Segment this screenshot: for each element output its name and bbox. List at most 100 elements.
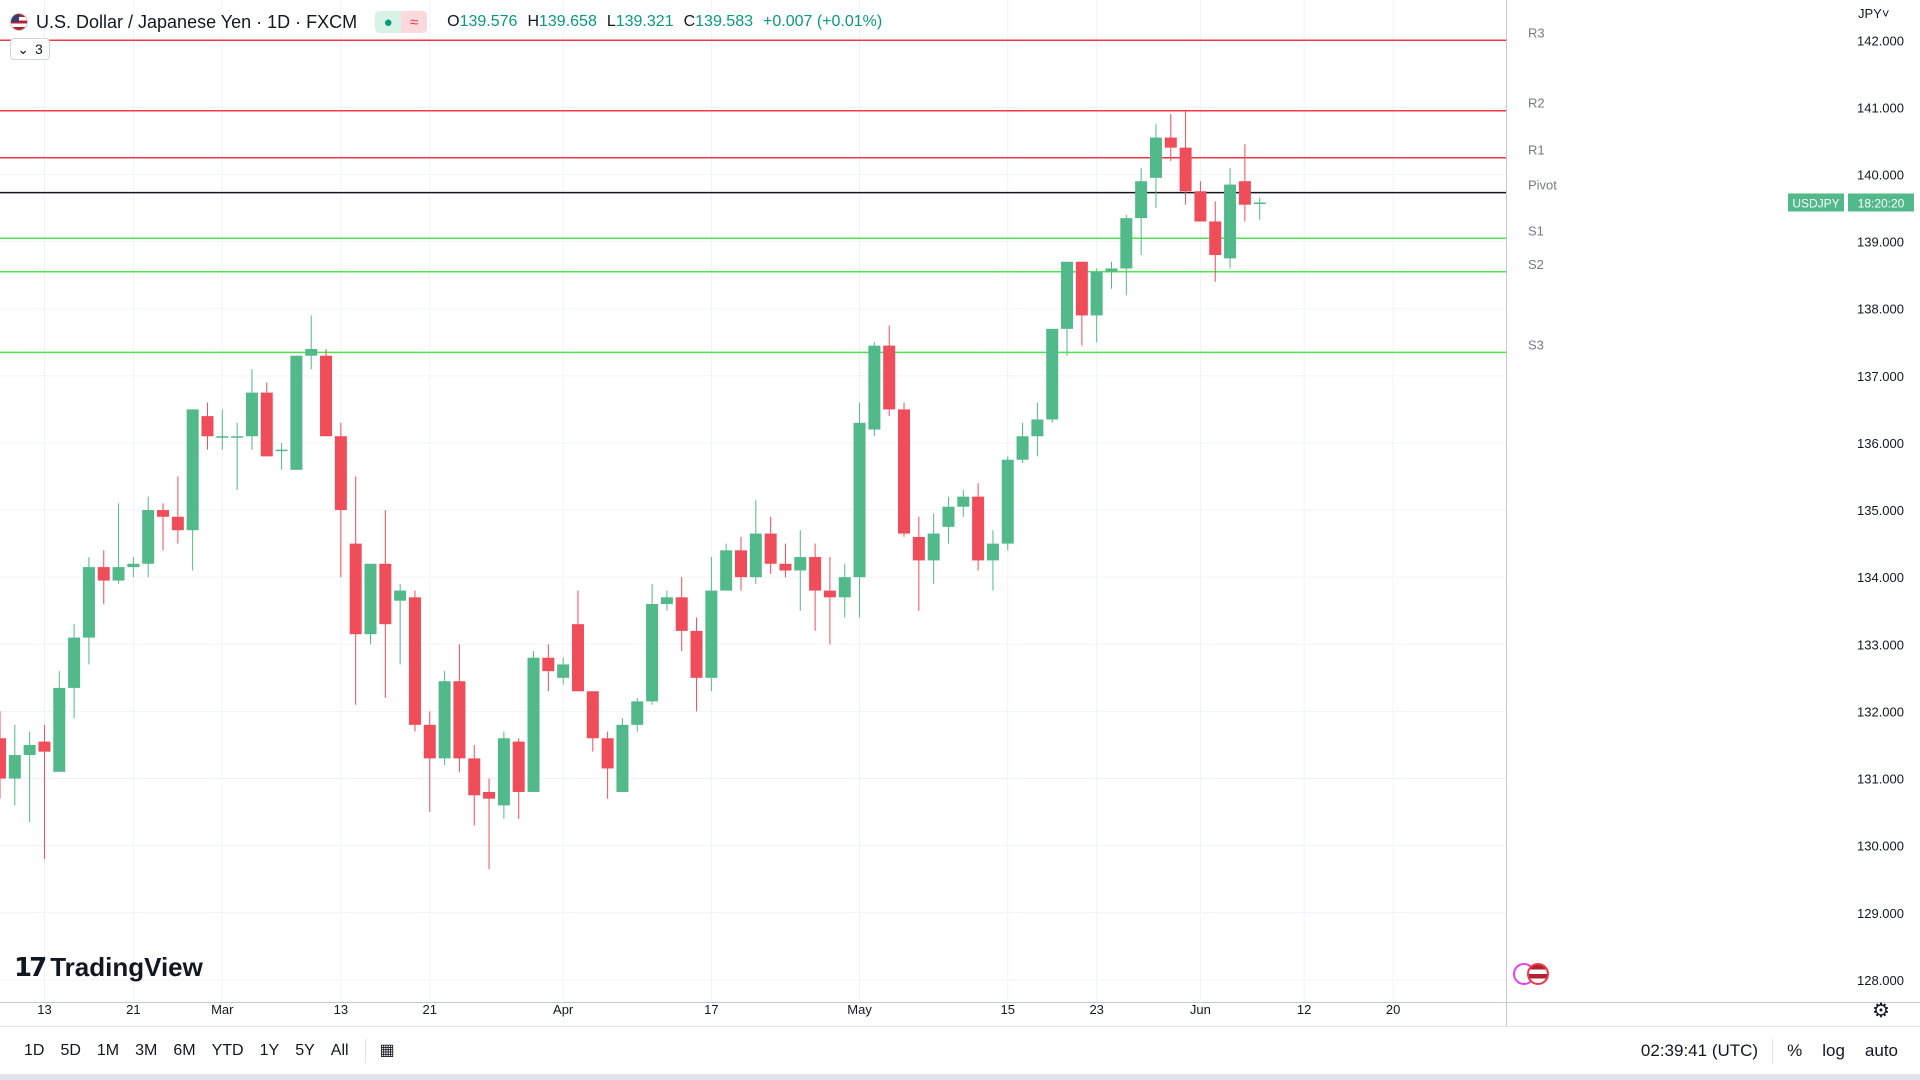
candle-body — [260, 392, 273, 457]
us-event-icon[interactable] — [1527, 963, 1549, 985]
chart-settings-gear-icon[interactable]: ⚙ — [1872, 1000, 1890, 1022]
candle-body — [986, 543, 999, 561]
candle-body — [82, 567, 95, 638]
auto-scale-toggle[interactable]: auto — [1864, 1041, 1898, 1060]
pivot-level-label: S1 — [1528, 223, 1544, 238]
time-tick-label: 15 — [1001, 1002, 1015, 1017]
time-tick-label: Apr — [553, 1002, 574, 1017]
candle-body — [408, 597, 421, 725]
close-value: 139.583 — [695, 13, 753, 30]
log-scale-toggle[interactable]: log — [1822, 1041, 1845, 1060]
candle-body — [616, 724, 629, 792]
pivot-level-label: R1 — [1528, 143, 1545, 158]
candle-body — [497, 738, 510, 806]
candle-body — [8, 755, 21, 779]
pivot-level-label: S2 — [1528, 257, 1544, 272]
candle-body — [838, 577, 851, 598]
candle-body — [557, 664, 570, 678]
candle-body — [735, 550, 747, 578]
candle-body — [898, 409, 911, 534]
range-3m-button[interactable]: 3M — [135, 1042, 158, 1059]
economic-events[interactable] — [1513, 963, 1549, 985]
range-1y-button[interactable]: 1Y — [259, 1042, 280, 1059]
candle-body — [305, 348, 318, 356]
candle-body — [1149, 137, 1162, 178]
price-tick-label: 136.000 — [1857, 436, 1904, 451]
low-value: 139.321 — [615, 13, 674, 30]
candle-body — [1179, 147, 1192, 192]
price-tick-label: 129.000 — [1857, 906, 1904, 921]
candle-body — [586, 691, 599, 739]
candle-body — [883, 345, 896, 410]
tradingview-logo[interactable]: 17 TradingView — [14, 952, 203, 983]
countdown-label: 18:20:20 — [1858, 196, 1905, 210]
range-5y-button[interactable]: 5Y — [295, 1042, 315, 1059]
candle-body — [1001, 459, 1014, 544]
candle-body — [127, 563, 140, 568]
currency-menu[interactable]: JPY˅ — [1858, 6, 1889, 21]
price-tick-label: 139.000 — [1857, 235, 1904, 250]
candle-body — [957, 496, 970, 507]
time-tick-label: Mar — [211, 1002, 234, 1017]
symbol-title[interactable]: U.S. Dollar / Japanese Yen · 1D · FXCM — [36, 11, 358, 32]
candle-body — [290, 355, 303, 470]
utc-clock[interactable]: 02:39:41 (UTC) — [1640, 1041, 1759, 1060]
range-all-button[interactable]: All — [330, 1042, 349, 1059]
candle-body — [571, 624, 584, 692]
close-label: C — [683, 13, 696, 30]
ohlc-values: O139.576 H139.658 L139.321 C139.583 +0.0… — [447, 13, 882, 31]
time-tick-label: 17 — [704, 1002, 718, 1017]
chevron-down-icon: ⌄ — [17, 40, 29, 57]
candle-body — [601, 738, 614, 769]
time-tick-label: May — [847, 1002, 872, 1017]
candle-body — [1016, 436, 1029, 460]
candle-body — [97, 567, 110, 581]
price-tick-label: 141.000 — [1857, 100, 1904, 115]
status-pill[interactable]: ● ≈ — [375, 11, 428, 33]
change-value: +0.007 (+0.01%) — [763, 13, 883, 30]
candle-body — [675, 597, 688, 631]
pivot-level-label: Pivot — [1528, 178, 1557, 193]
currency-label: JPY — [1858, 6, 1882, 21]
time-tick-label: 12 — [1297, 1002, 1311, 1017]
time-tick-label: 23 — [1089, 1002, 1103, 1017]
candle-body — [245, 392, 258, 437]
symbol-tag-background — [1788, 193, 1844, 212]
indicator-count: 3 — [34, 41, 43, 57]
go-to-date-calendar-icon[interactable]: ▦ — [379, 1042, 395, 1059]
price-tick-label: 128.000 — [1857, 973, 1904, 988]
range-ytd-button[interactable]: YTD — [211, 1042, 244, 1059]
open-label: O — [447, 13, 460, 30]
price-tick-label: 133.000 — [1857, 637, 1904, 652]
toolbar-divider — [364, 1039, 366, 1063]
candle-body — [690, 630, 703, 678]
percent-scale-toggle[interactable]: % — [1787, 1041, 1803, 1060]
candle-body — [1031, 419, 1044, 437]
candle-body — [349, 543, 362, 635]
price-tick-label: 132.000 — [1857, 704, 1904, 719]
candle-body — [705, 590, 718, 678]
candle-body — [1090, 271, 1103, 316]
candle-body — [912, 536, 925, 561]
candle-body — [542, 657, 555, 672]
usd-flag-icon — [10, 13, 28, 31]
candle-body — [512, 741, 525, 792]
low-label: L — [606, 13, 616, 30]
time-tick-label: 13 — [334, 1002, 348, 1017]
range-1m-button[interactable]: 1M — [96, 1042, 120, 1059]
range-1d-button[interactable]: 1D — [24, 1042, 45, 1059]
candle-body — [320, 355, 333, 437]
candle-body — [1253, 202, 1266, 204]
candle-body — [468, 758, 481, 796]
price-chart[interactable]: R3 R2 R1 Pivot S1 S2 S3 128.000 129.000 130.000 13… — [0, 0, 1920, 1026]
candle-body — [720, 550, 733, 591]
candle-body — [1061, 261, 1074, 329]
candle-body — [38, 741, 51, 752]
candle-body — [157, 510, 170, 517]
price-tick-label: 137.000 — [1857, 369, 1904, 384]
indicators-toggle-button[interactable]: ⌄ 3 — [10, 38, 50, 60]
candle-body — [1194, 191, 1207, 222]
pivot-level-label: S3 — [1528, 337, 1544, 352]
range-5d-button[interactable]: 5D — [60, 1042, 81, 1059]
range-6m-button[interactable]: 6M — [173, 1042, 196, 1059]
